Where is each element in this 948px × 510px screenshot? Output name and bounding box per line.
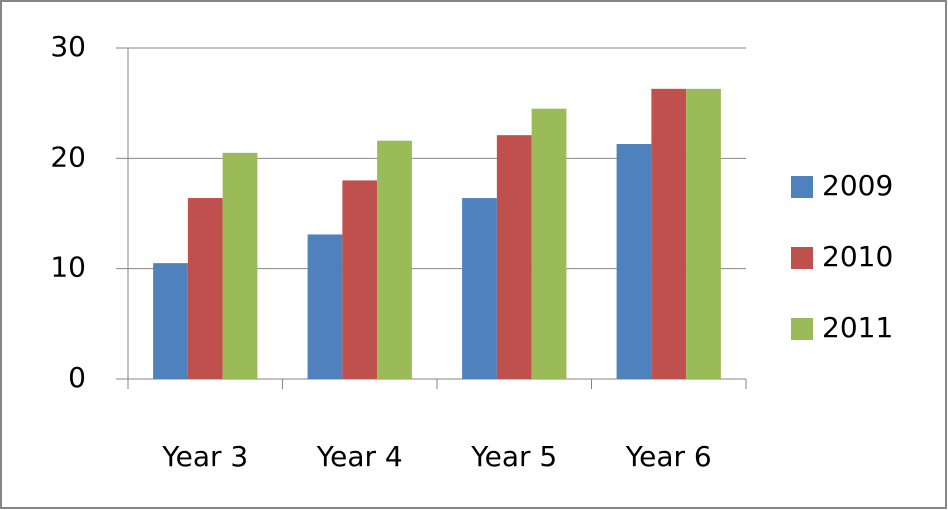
x-tick-label: Year 3 bbox=[161, 440, 248, 473]
bar bbox=[377, 140, 412, 379]
y-tick-label: 30 bbox=[50, 30, 86, 63]
bar bbox=[307, 234, 343, 379]
legend-label: 2010 bbox=[822, 240, 893, 273]
bar bbox=[462, 198, 497, 379]
bar bbox=[496, 135, 532, 379]
legend-label: 2011 bbox=[822, 311, 893, 344]
legend-swatch bbox=[791, 247, 813, 269]
y-tick-label: 20 bbox=[50, 140, 86, 173]
legend-swatch bbox=[791, 176, 813, 198]
bar bbox=[153, 263, 188, 379]
bar bbox=[342, 180, 378, 379]
x-tick-label: Year 6 bbox=[625, 440, 712, 473]
legend-label: 2009 bbox=[822, 169, 893, 202]
bar bbox=[616, 143, 652, 379]
x-tick-label: Year 4 bbox=[316, 440, 403, 473]
y-tick-label: 10 bbox=[50, 251, 86, 284]
bar bbox=[686, 88, 721, 379]
bar bbox=[651, 88, 687, 379]
x-tick-label: Year 5 bbox=[470, 440, 557, 473]
legend-swatch bbox=[791, 318, 813, 340]
y-tick-label: 0 bbox=[68, 361, 86, 394]
bar bbox=[531, 108, 567, 379]
bar bbox=[187, 198, 223, 379]
bar bbox=[222, 152, 258, 379]
